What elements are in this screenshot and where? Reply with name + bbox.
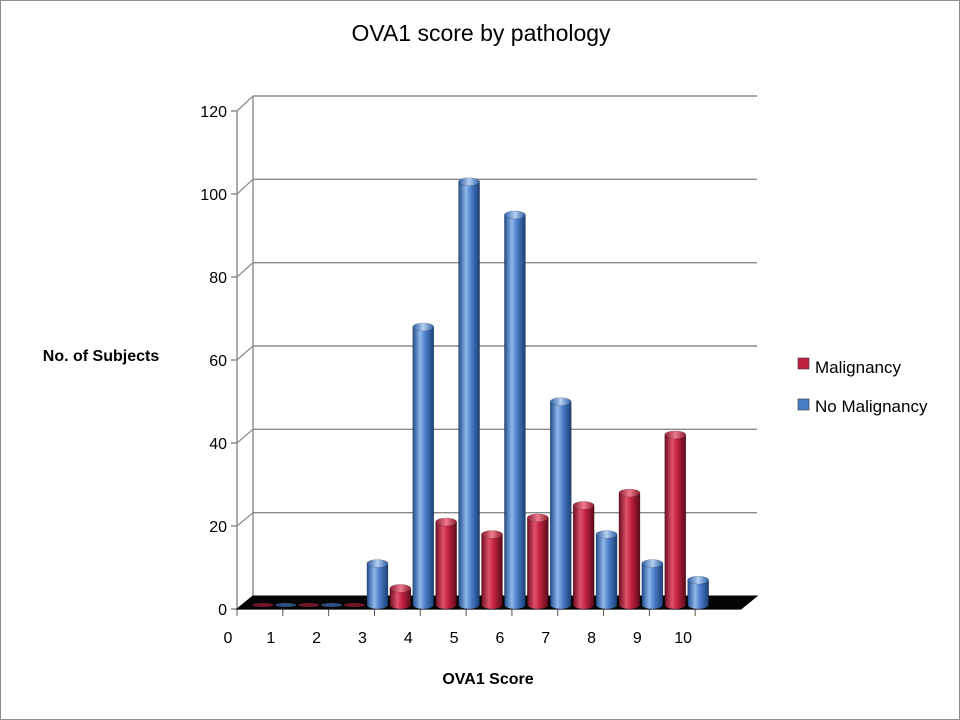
- x-tick-label: 6: [495, 630, 504, 647]
- legend-label-no-malignancy: No Malignancy: [815, 397, 928, 416]
- bar-body: [572, 505, 595, 610]
- bar-body: [527, 517, 549, 610]
- legend-swatch-no-malignancy: [797, 398, 810, 411]
- bar-top: [687, 575, 709, 585]
- x-tick-label: 10: [674, 630, 692, 647]
- bar-malignancy: [618, 488, 641, 610]
- bar-no-malignancy: [366, 559, 389, 610]
- bar-base: [344, 603, 366, 607]
- bar-base: [321, 603, 343, 607]
- legend-swatch-malignancy: [797, 357, 810, 370]
- side-wall-gridline: [236, 95, 254, 112]
- bar-top: [412, 322, 435, 332]
- bar-body: [595, 534, 618, 610]
- y-axis-label: No. of Subjects: [43, 348, 160, 365]
- x-tick-label: 3: [358, 630, 367, 647]
- bar-top: [664, 430, 687, 440]
- bar-malignancy: [527, 513, 549, 610]
- bar-malignancy: [252, 603, 274, 607]
- bar-no-malignancy: [504, 210, 526, 610]
- bar-top: [435, 517, 457, 527]
- bar-no-malignancy: [321, 603, 343, 607]
- bar-top: [527, 513, 549, 523]
- y-tick-label: 100: [200, 187, 227, 204]
- x-tick-labels: 0 1 2 3 4 5 6 7 8 9 10: [224, 630, 693, 647]
- bar-body: [504, 214, 526, 610]
- side-wall-gridline: [236, 345, 254, 361]
- bar-body: [618, 492, 641, 610]
- bar-body: [481, 534, 503, 610]
- bar-top: [549, 397, 572, 406]
- x-tick-label: 5: [450, 630, 459, 647]
- side-wall-gridline: [236, 262, 254, 278]
- bar-base: [275, 603, 297, 607]
- bar-malignancy: [435, 517, 457, 610]
- legend: Malignancy No Malignancy: [797, 357, 928, 416]
- bar-malignancy: [481, 530, 503, 610]
- bar-body: [641, 563, 664, 610]
- side-wall-gridline: [236, 428, 254, 444]
- y-tick-label: 20: [209, 519, 227, 536]
- bar-top: [481, 530, 503, 539]
- y-tick-label: 40: [209, 436, 227, 453]
- bar-top: [366, 559, 389, 568]
- bar-top: [595, 530, 618, 539]
- bar-top: [389, 584, 412, 593]
- bar-body: [549, 401, 572, 610]
- bar-malignancy: [664, 430, 687, 610]
- x-axis-label: OVA1 Score: [442, 671, 533, 688]
- bar-no-malignancy: [549, 397, 572, 610]
- bar-base: [298, 603, 320, 607]
- bar-no-malignancy: [687, 575, 709, 610]
- y-tick-label: 80: [209, 270, 227, 287]
- bar-top: [458, 177, 480, 186]
- bar-no-malignancy: [275, 603, 297, 607]
- bar-no-malignancy: [412, 322, 435, 610]
- bar-body: [687, 579, 709, 610]
- bar-malignancy: [389, 584, 412, 610]
- bar-body: [389, 588, 412, 610]
- side-wall-gridline: [236, 178, 254, 195]
- bar-top: [641, 559, 664, 568]
- y-tick-label: 0: [218, 602, 227, 619]
- x-tick-label: 9: [633, 630, 642, 647]
- bar-body: [412, 326, 435, 610]
- x-tick-label: 7: [541, 630, 550, 647]
- bar-malignancy: [572, 501, 595, 610]
- bar-no-malignancy: [458, 177, 480, 610]
- bar-malignancy: [344, 603, 366, 607]
- x-tick-label: 2: [312, 630, 321, 647]
- y-tick-label: 120: [200, 104, 227, 121]
- legend-item-no-malignancy: No Malignancy: [797, 397, 928, 416]
- bar-body: [366, 563, 389, 610]
- x-tick-label: 4: [404, 630, 413, 647]
- bar-body: [664, 434, 687, 610]
- bar-malignancy: [298, 603, 320, 607]
- bar-top: [618, 488, 641, 498]
- bars: [252, 177, 709, 610]
- bar-body: [458, 181, 480, 610]
- x-tick-label: 1: [266, 630, 275, 647]
- x-tick-label: 8: [587, 630, 596, 647]
- bar-base: [252, 603, 274, 607]
- bar-body: [435, 521, 457, 610]
- bar-no-malignancy: [595, 530, 618, 610]
- side-wall-gridline: [236, 512, 254, 527]
- bar-top: [504, 210, 526, 220]
- bar-no-malignancy: [641, 559, 664, 610]
- chart-title: OVA1 score by pathology: [351, 20, 611, 46]
- x-tick-label: 0: [224, 630, 233, 647]
- y-tick-label: 60: [209, 353, 227, 370]
- y-tick-labels: 0 20 40 60 80 100 120: [200, 104, 227, 619]
- legend-label-malignancy: Malignancy: [815, 358, 901, 377]
- bar-top: [572, 501, 595, 510]
- legend-item-malignancy: Malignancy: [797, 357, 901, 377]
